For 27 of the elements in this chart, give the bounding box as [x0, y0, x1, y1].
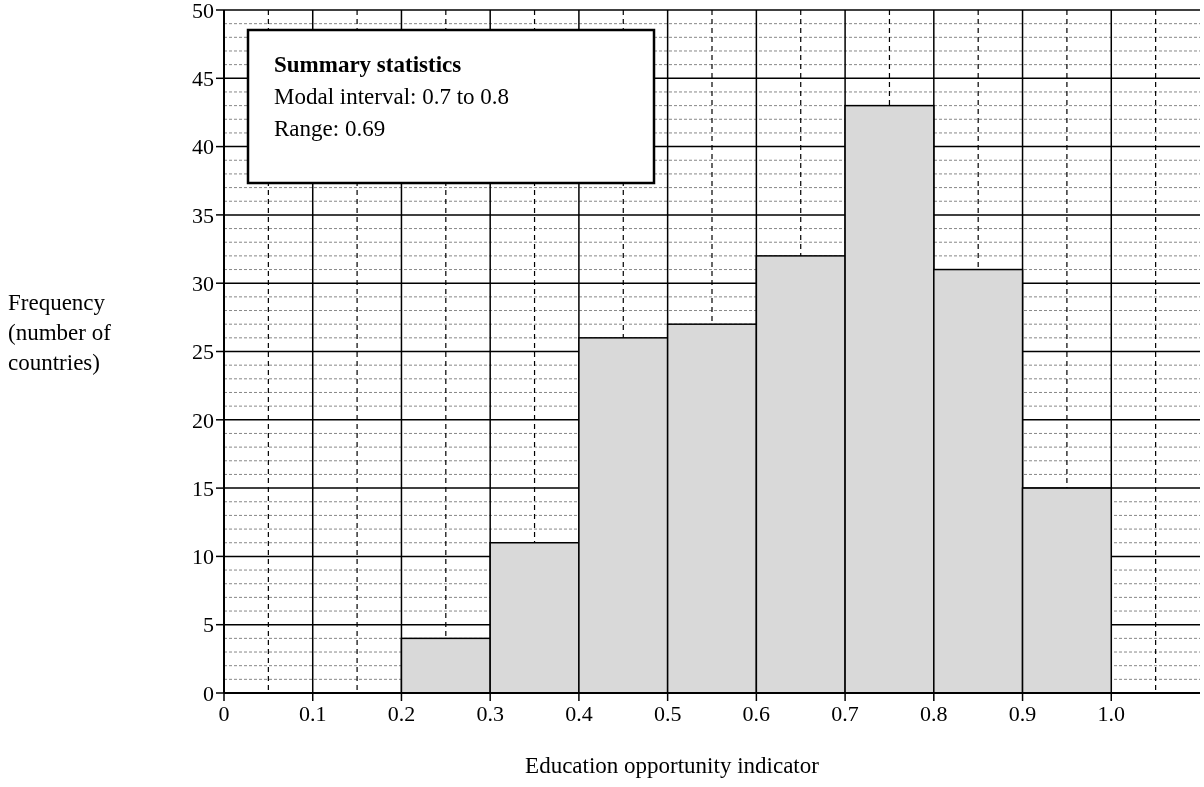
- y-tick-label: 40: [192, 134, 214, 160]
- x-tick-label: 0.5: [653, 701, 682, 726]
- y-tick-label: 25: [192, 339, 214, 365]
- x-tick-label: 1.0: [1097, 701, 1126, 726]
- annotation: Summary statistics: [274, 52, 462, 77]
- annotation: Range: 0.69: [274, 116, 386, 141]
- y-tick-label: 5: [203, 612, 214, 638]
- x-tick-label: 0.7: [831, 701, 859, 726]
- x-tick-label: 0.3: [476, 701, 504, 726]
- x-tick-label: 0.1: [298, 701, 327, 726]
- x-tick-label: 0.2: [387, 701, 416, 726]
- y-axis-title: Frequency (number of countries): [8, 290, 112, 375]
- summary-box: Summary statistics Modal interval: 0.7 to 0.8 Range: 0.69: [246, 28, 656, 185]
- x-tick-label: 0.8: [920, 701, 948, 726]
- y-tick-label: 10: [192, 544, 214, 570]
- x-tick-label: 0.4: [565, 701, 593, 726]
- y-tick-label: 35: [192, 202, 214, 228]
- y-tick-label: 30: [192, 270, 214, 296]
- y-tick-label: 15: [192, 475, 214, 501]
- annotation: Modal interval: 0.7 to 0.8: [274, 84, 510, 109]
- x-tick-label: 0.6: [742, 701, 771, 726]
- x-axis-title: Education opportunity indicator: [525, 753, 820, 778]
- y-tick-label: 50: [192, 0, 214, 23]
- y-tick-label: 45: [192, 66, 214, 91]
- y-tick-label: 20: [192, 407, 214, 433]
- x-tick-label: 0.9: [1008, 701, 1037, 726]
- y-tick-label: 0: [203, 680, 214, 706]
